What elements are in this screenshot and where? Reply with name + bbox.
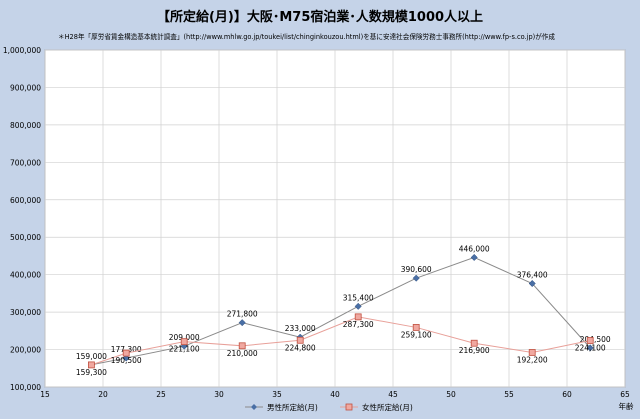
data-label-female: 287,300 — [343, 320, 374, 329]
data-label-male: 233,000 — [285, 324, 316, 333]
chart-source-note: ＊H28年「厚労省賃金構造基本統計調査」(http://www.mhlw.go.… — [58, 33, 555, 41]
data-label-female: 159,000 — [76, 352, 107, 361]
x-tick-label: 15 — [40, 390, 50, 399]
data-point-female — [180, 338, 188, 346]
data-label-female: 224,800 — [285, 343, 316, 352]
x-tick-label: 30 — [214, 390, 224, 399]
x-axis-label: 年齢 — [619, 401, 634, 411]
y-tick-label: 500,000 — [10, 233, 41, 242]
data-label-female: 221,100 — [169, 345, 200, 354]
data-label-female: 192,200 — [517, 355, 548, 364]
series-line-female — [91, 316, 591, 366]
data-label-female: 259,100 — [401, 330, 432, 339]
legend-label-female: 女性所定給(月) — [362, 402, 413, 412]
data-label-female: 216,900 — [459, 346, 490, 355]
data-point-male — [412, 274, 420, 282]
data-point-male — [470, 253, 478, 261]
y-tick-label: 400,000 — [10, 271, 41, 280]
data-label-male: 159,300 — [76, 368, 107, 377]
y-tick-label: 200,000 — [10, 346, 41, 355]
x-tick-label: 20 — [98, 390, 108, 399]
data-point-male — [528, 279, 536, 288]
x-tick-label: 25 — [156, 390, 166, 399]
x-tick-label: 50 — [446, 390, 456, 399]
data-label-male: 446,000 — [459, 244, 490, 253]
x-tick-label: 60 — [562, 390, 572, 399]
x-tick-label: 55 — [504, 390, 514, 399]
data-label-male: 209,000 — [169, 333, 200, 342]
data-point-female — [528, 349, 536, 356]
data-label-male: 315,400 — [343, 293, 374, 302]
data-label-female: 210,000 — [227, 349, 258, 358]
data-point-female — [470, 339, 478, 347]
data-point-female — [354, 313, 362, 321]
data-point-female — [296, 336, 304, 344]
y-tick-label: 800,000 — [10, 121, 41, 130]
x-tick-label: 35 — [272, 390, 282, 399]
data-point-female — [122, 349, 130, 357]
y-tick-label: 600,000 — [10, 196, 41, 205]
chart-title: 【所定給(月)】大阪･M75宿泊業･人数規模1000人以上 — [156, 10, 484, 25]
y-tick-label: 100,000 — [10, 383, 41, 392]
data-label-male: 271,800 — [227, 310, 258, 319]
data-label-male: 177,300 — [111, 345, 142, 354]
data-label-female: 224,100 — [575, 344, 606, 353]
data-label-female: 190,500 — [111, 356, 142, 365]
y-tick-label: 300,000 — [10, 308, 41, 317]
data-point-male — [354, 302, 362, 310]
data-point-female — [412, 324, 420, 331]
y-tick-label: 1,000,000 — [3, 46, 41, 55]
legend-label-male: 男性所定給(月) — [267, 402, 318, 412]
x-tick-label: 65 — [620, 390, 630, 399]
data-label-male: 390,600 — [401, 265, 432, 274]
legend-marker-female — [345, 403, 353, 411]
data-point-female — [88, 361, 95, 369]
legend-marker-male — [251, 404, 257, 410]
series-line-male — [91, 256, 591, 366]
data-point-male — [586, 344, 594, 352]
data-label-male: 376,400 — [517, 271, 548, 280]
y-tick-label: 700,000 — [10, 158, 41, 167]
x-tick-label: 40 — [330, 390, 340, 399]
data-point-female — [586, 337, 594, 344]
y-tick-label: 900,000 — [10, 83, 41, 92]
data-point-male — [238, 319, 246, 327]
x-tick-label: 45 — [388, 390, 398, 399]
data-label-male: 204,500 — [580, 335, 611, 344]
data-point-female — [238, 342, 246, 350]
